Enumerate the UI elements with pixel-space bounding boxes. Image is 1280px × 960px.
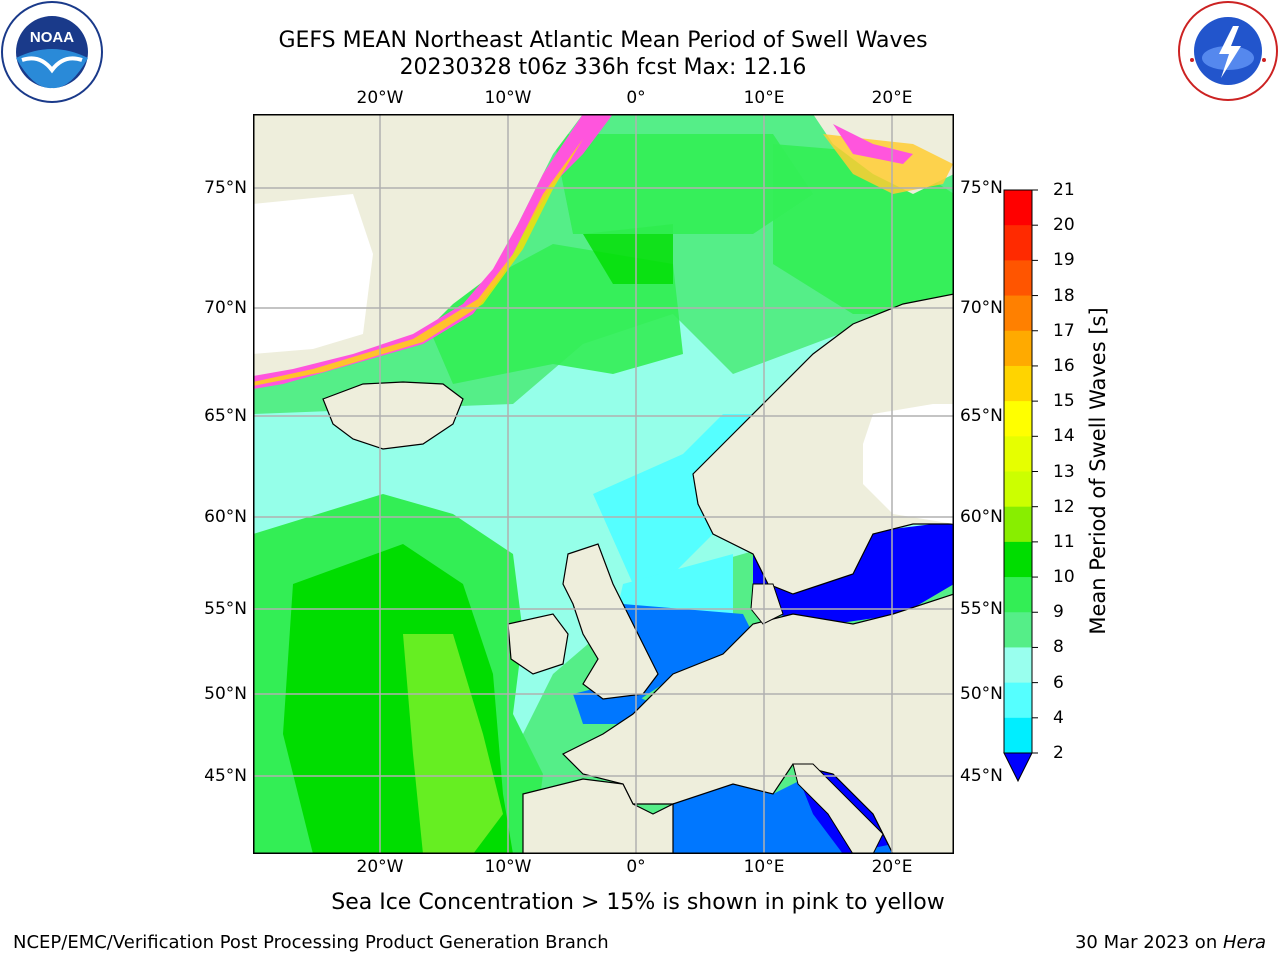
colorbar-tick-label: 15	[1053, 391, 1075, 412]
colorbar	[1003, 189, 1038, 783]
chart-subtitle: 20230328 t06z 336h fcst Max: 12.16	[399, 55, 807, 80]
colorbar-segment	[1004, 471, 1032, 508]
colorbar-segment	[1004, 225, 1032, 261]
svg-text:NOAA: NOAA	[30, 29, 74, 46]
colorbar-segment	[1004, 647, 1032, 684]
lat-label-right: 70°N	[960, 298, 1003, 318]
lat-label-left: 45°N	[204, 766, 247, 786]
lon-label-bottom: 0°	[626, 857, 646, 877]
colorbar-segment	[1004, 436, 1032, 472]
colorbar-tick-label: 13	[1053, 461, 1075, 482]
colorbar-tick-label: 11	[1053, 531, 1075, 552]
lon-label-bottom: 10°E	[743, 857, 785, 877]
colorbar-segment	[1004, 295, 1032, 332]
lon-label-bottom: 20°E	[871, 857, 913, 877]
colorbar-tick-label: 16	[1053, 355, 1075, 376]
colorbar-segment	[1004, 401, 1032, 437]
footer-machine: Hera	[1222, 932, 1266, 953]
colorbar-tick-label: 18	[1053, 285, 1075, 306]
colorbar-segment	[1004, 682, 1032, 719]
lat-label-right: 45°N	[960, 766, 1003, 786]
colorbar-segment	[1004, 506, 1032, 543]
colorbar-tick-label: 6	[1053, 672, 1064, 693]
colorbar-tick-label: 19	[1053, 250, 1075, 271]
footer-date-text: 30 Mar 2023 on	[1074, 932, 1223, 953]
lat-label-left: 75°N	[204, 178, 247, 198]
lon-label-top: 10°E	[743, 88, 785, 108]
lat-label-left: 60°N	[204, 507, 247, 527]
colorbar-tick-label: 20	[1053, 215, 1075, 236]
lat-label-left: 55°N	[204, 599, 247, 619]
colorbar-title: Mean Period of Swell Waves [s]	[1086, 307, 1110, 635]
colorbar-segment	[1004, 577, 1032, 613]
lon-label-bottom: 10°W	[484, 857, 532, 877]
swell-period-map	[253, 114, 954, 854]
lat-label-right: 65°N	[960, 406, 1003, 426]
lon-label-top: 10°W	[484, 88, 532, 108]
noaa-logo-icon: NOAA	[1, 1, 103, 103]
lon-label-top: 20°E	[871, 88, 913, 108]
lat-label-left: 50°N	[204, 684, 247, 704]
chart-title: GEFS MEAN Northeast Atlantic Mean Period…	[278, 28, 928, 53]
colorbar-segment	[1004, 260, 1032, 297]
colorbar-segment	[1004, 541, 1032, 578]
colorbar-segment	[1004, 190, 1032, 226]
lat-label-left: 70°N	[204, 298, 247, 318]
colorbar-segment	[1004, 612, 1032, 648]
colorbar-segment	[1004, 365, 1032, 402]
colorbar-tick-label: 17	[1053, 320, 1075, 341]
footer-credit: NCEP/EMC/Verification Post Processing Pr…	[13, 932, 609, 953]
lon-label-top: 0°	[626, 88, 646, 108]
colorbar-tick-label: 2	[1053, 743, 1064, 763]
colorbar-tick-label: 21	[1053, 180, 1075, 200]
lat-label-right: 75°N	[960, 178, 1003, 198]
colorbar-tick-label: 12	[1053, 496, 1075, 517]
colorbar-tick-label: 8	[1053, 637, 1064, 658]
colorbar-tick-label: 10	[1053, 567, 1075, 588]
colorbar-tick-label: 9	[1053, 602, 1064, 623]
colorbar-tick-label: 14	[1053, 426, 1075, 447]
colorbar-extend	[1003, 752, 1033, 783]
lat-label-right: 55°N	[960, 599, 1003, 619]
footer-date: 30 Mar 2023 on Hera	[1075, 932, 1266, 953]
lon-label-bottom: 20°W	[356, 857, 404, 877]
lat-label-left: 65°N	[204, 406, 247, 426]
colorbar-segment	[1004, 330, 1032, 367]
sea-ice-note: Sea Ice Concentration > 15% is shown in …	[331, 890, 945, 915]
lat-label-right: 50°N	[960, 684, 1003, 704]
nws-logo-icon	[1178, 1, 1278, 101]
colorbar-segment	[1004, 717, 1032, 754]
lat-label-right: 60°N	[960, 507, 1003, 527]
lon-label-top: 20°W	[356, 88, 404, 108]
colorbar-tick-label: 4	[1053, 707, 1064, 728]
